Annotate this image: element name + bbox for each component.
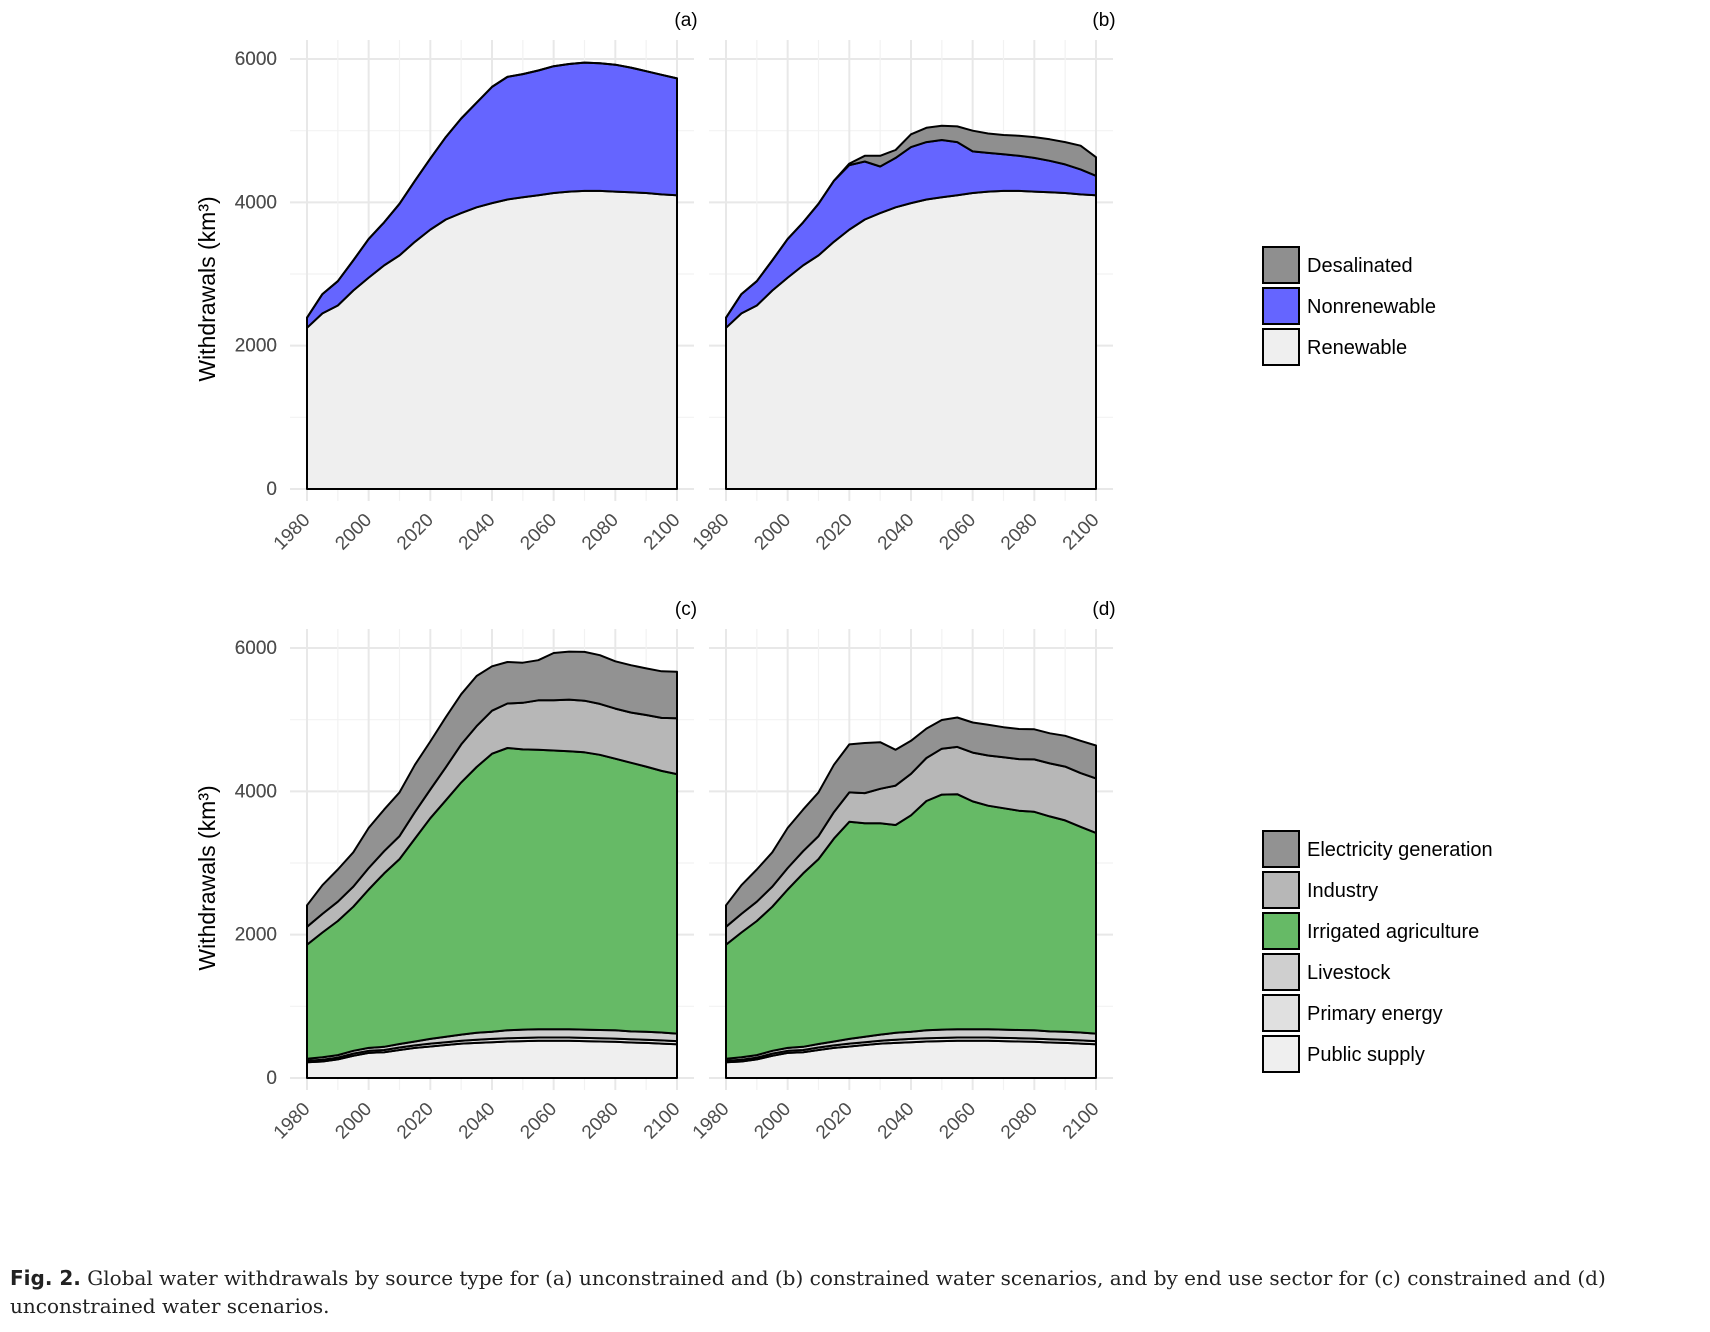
stacked-areas bbox=[725, 124, 1097, 490]
y-tick-label: 4000 bbox=[235, 781, 277, 802]
legend-swatch-livestock bbox=[1262, 953, 1300, 991]
x-tick-label: 2060 bbox=[935, 510, 980, 555]
x-tick-label: 2100 bbox=[640, 510, 685, 555]
x-tick-label: 2100 bbox=[1059, 1099, 1104, 1144]
legend-swatch-desalinated bbox=[1262, 246, 1300, 284]
x-tick-label: 2040 bbox=[874, 510, 919, 555]
y-tick-label: 2000 bbox=[235, 925, 277, 946]
stacked-areas bbox=[306, 650, 678, 1079]
legend-label-nonrenewable: Nonrenewable bbox=[1307, 296, 1436, 318]
panel-label: (d) bbox=[1092, 599, 1115, 620]
legend-swatch-primary-energy bbox=[1262, 994, 1300, 1032]
x-tick-label: 2020 bbox=[812, 510, 857, 555]
x-tick-label: 1980 bbox=[270, 510, 315, 555]
area-electricity-generation bbox=[306, 650, 678, 947]
figure: 0 2000 4000 6000 1980 2000 2020 2040 2060 2080 210… bbox=[194, 10, 1493, 1143]
y-tick-label: 2000 bbox=[235, 336, 277, 357]
x-tick-label: 2060 bbox=[516, 510, 561, 555]
legend-label-primary-energy: Primary energy bbox=[1307, 1003, 1443, 1025]
legend-swatch-industry bbox=[1262, 871, 1300, 909]
y-tick-label: 0 bbox=[266, 479, 277, 500]
legend-label-irrigated-agriculture: Irrigated agriculture bbox=[1307, 921, 1479, 943]
y-tick-label: 6000 bbox=[235, 638, 277, 659]
x-tick-label: 1980 bbox=[270, 1099, 315, 1144]
panel-c: 0 2000 4000 6000 1980 2000 2020 2040 2060 2080 210… bbox=[194, 599, 697, 1143]
legend-swatch-renewable bbox=[1262, 328, 1300, 366]
panel-d: 0 2000 4000 6000 1980 2000 2020 2040 2060 2080 210… bbox=[235, 599, 1116, 1143]
area-renewable bbox=[306, 189, 678, 490]
panel-label: (c) bbox=[675, 599, 697, 620]
legend-swatch-electricity-generation bbox=[1262, 830, 1300, 868]
legend-label-public-supply: Public supply bbox=[1307, 1044, 1425, 1066]
y-tick-label: 4000 bbox=[235, 192, 277, 213]
legend-label-desalinated: Desalinated bbox=[1307, 255, 1413, 277]
legend-label-livestock: Livestock bbox=[1307, 962, 1391, 984]
y-tick-label: 6000 bbox=[235, 49, 277, 70]
panel-a: 0 2000 4000 6000 1980 2000 2020 2040 2060 2080 210… bbox=[194, 10, 698, 554]
y-tick-label: 0 bbox=[266, 479, 277, 500]
x-tick-label: 2100 bbox=[1059, 510, 1104, 555]
area-desalinated bbox=[306, 61, 678, 339]
area-renewable bbox=[725, 189, 1097, 490]
x-tick-label: 2100 bbox=[640, 1099, 685, 1144]
y-tick-label: 0 bbox=[266, 1068, 277, 1089]
x-tick-label: 2020 bbox=[393, 510, 438, 555]
x-tick-label: 1980 bbox=[689, 510, 734, 555]
panel-label: (a) bbox=[674, 10, 697, 31]
area-electricity-generation bbox=[725, 716, 1097, 947]
y-tick-label: 0 bbox=[266, 1068, 277, 1089]
y-tick-label: 6000 bbox=[235, 49, 277, 70]
x-tick-label: 2020 bbox=[393, 1099, 438, 1144]
y-tick-label: 2000 bbox=[235, 336, 277, 357]
y-tick-label: 2000 bbox=[235, 925, 277, 946]
y-tick-label: 6000 bbox=[235, 638, 277, 659]
x-tick-label: 2040 bbox=[455, 510, 500, 555]
area-desalinated bbox=[725, 124, 1097, 339]
y-tick-label: 4000 bbox=[235, 781, 277, 802]
area-irrigated-agriculture bbox=[725, 793, 1097, 1062]
area-irrigated-agriculture bbox=[306, 747, 678, 1062]
x-tick-label: 2080 bbox=[997, 510, 1042, 555]
caption-label: Fig. 2. bbox=[10, 1266, 81, 1290]
caption-text: Global water withdrawals by source type … bbox=[10, 1266, 1606, 1318]
x-tick-label: 2020 bbox=[812, 1099, 857, 1144]
x-tick-label: 2080 bbox=[578, 510, 623, 555]
legend-sector: Electricity generation Industry Irrigated … bbox=[1262, 830, 1493, 1073]
legend-swatch-irrigated-agriculture bbox=[1262, 912, 1300, 950]
legend-source: Desalinated Nonrenewable Renewable bbox=[1262, 246, 1436, 366]
x-tick-label: 1980 bbox=[689, 1099, 734, 1144]
figure-caption: Fig. 2. Global water withdrawals by sour… bbox=[10, 1264, 1700, 1320]
legend-swatch-public-supply bbox=[1262, 1035, 1300, 1073]
x-tick-label: 2040 bbox=[455, 1099, 500, 1144]
panel-label: (b) bbox=[1092, 10, 1115, 31]
legend-swatch-nonrenewable bbox=[1262, 287, 1300, 325]
x-tick-label: 2080 bbox=[997, 1099, 1042, 1144]
x-tick-label: 2000 bbox=[750, 1099, 795, 1144]
legend-label-industry: Industry bbox=[1307, 880, 1378, 902]
stacked-areas bbox=[725, 716, 1097, 1079]
panel-b: 0 2000 4000 6000 1980 2000 2020 2040 2060 2080 210… bbox=[235, 10, 1116, 554]
y-axis-label: Withdrawals (km³) bbox=[194, 785, 220, 970]
x-tick-label: 2080 bbox=[578, 1099, 623, 1144]
x-tick-label: 2040 bbox=[874, 1099, 919, 1144]
y-tick-label: 4000 bbox=[235, 192, 277, 213]
x-tick-label: 2000 bbox=[331, 510, 376, 555]
stacked-areas bbox=[306, 61, 678, 490]
x-tick-label: 2060 bbox=[935, 1099, 980, 1144]
y-axis-label: Withdrawals (km³) bbox=[194, 196, 220, 381]
legend-label-electricity-generation: Electricity generation bbox=[1307, 839, 1493, 861]
x-tick-label: 2060 bbox=[516, 1099, 561, 1144]
legend-label-renewable: Renewable bbox=[1307, 337, 1407, 359]
x-tick-label: 2000 bbox=[331, 1099, 376, 1144]
x-tick-label: 2000 bbox=[750, 510, 795, 555]
